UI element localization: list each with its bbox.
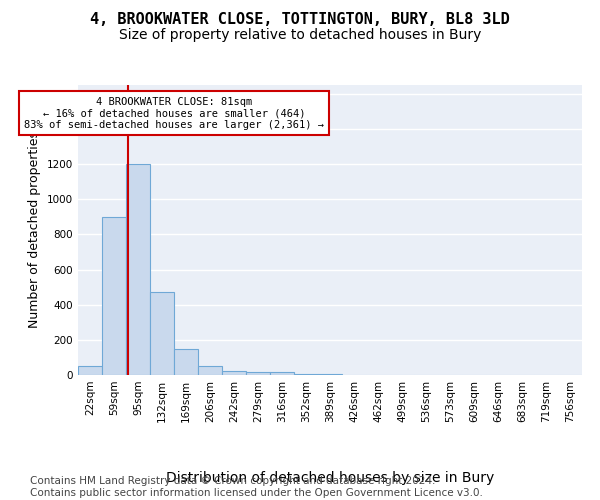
Text: 4, BROOKWATER CLOSE, TOTTINGTON, BURY, BL8 3LD: 4, BROOKWATER CLOSE, TOTTINGTON, BURY, B… — [90, 12, 510, 28]
Bar — [246, 372, 270, 375]
Bar — [150, 292, 174, 375]
Bar — [270, 372, 294, 375]
Text: Size of property relative to detached houses in Bury: Size of property relative to detached ho… — [119, 28, 481, 42]
X-axis label: Distribution of detached houses by size in Bury: Distribution of detached houses by size … — [166, 470, 494, 484]
Bar — [318, 374, 342, 375]
Bar — [222, 370, 246, 375]
Bar — [198, 366, 222, 375]
Bar — [78, 366, 102, 375]
Bar — [126, 164, 150, 375]
Text: 4 BROOKWATER CLOSE: 81sqm
← 16% of detached houses are smaller (464)
83% of semi: 4 BROOKWATER CLOSE: 81sqm ← 16% of detac… — [24, 96, 324, 130]
Bar — [294, 374, 318, 375]
Text: Contains HM Land Registry data © Crown copyright and database right 2024.
Contai: Contains HM Land Registry data © Crown c… — [30, 476, 483, 498]
Bar — [174, 348, 198, 375]
Bar — [102, 217, 126, 375]
Y-axis label: Number of detached properties: Number of detached properties — [28, 132, 41, 328]
